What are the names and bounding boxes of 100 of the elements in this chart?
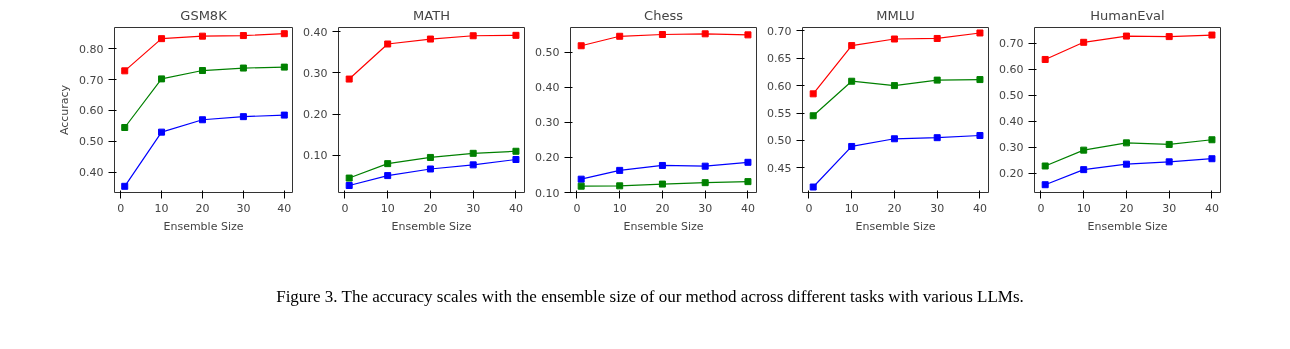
point <box>1122 160 1130 168</box>
point <box>658 180 666 188</box>
point <box>280 30 288 38</box>
point <box>239 64 247 72</box>
point <box>577 175 585 183</box>
x-axis-title: Ensemble Size <box>391 219 472 233</box>
point <box>239 32 247 40</box>
y-tick-label: 0.60 <box>767 79 792 93</box>
point <box>1208 31 1216 39</box>
point <box>158 35 166 43</box>
y-tick-label: 0.45 <box>767 161 792 175</box>
x-tick-label: 0 <box>805 201 813 215</box>
y-tick-label: 0.70 <box>79 73 104 87</box>
point <box>469 32 477 40</box>
x-tick-label: 20 <box>655 201 670 215</box>
point <box>345 75 353 83</box>
point <box>809 112 817 120</box>
point <box>848 42 856 50</box>
x-tick-label: 0 <box>1037 201 1045 215</box>
point <box>577 42 585 50</box>
y-tick-label: 0.50 <box>79 135 104 149</box>
point <box>198 32 206 40</box>
point <box>121 182 129 190</box>
caption: Figure 3. The accuracy scales with the ensemble size of our method across different tasks with various LLMs. <box>276 286 1024 308</box>
point <box>976 131 984 139</box>
point <box>744 178 752 186</box>
x-tick-label: 40 <box>508 201 523 215</box>
x-tick-label: 10 <box>612 201 627 215</box>
point <box>1080 38 1088 46</box>
y-tick-label: 0.20 <box>999 167 1024 181</box>
x-tick-label: 20 <box>195 201 210 215</box>
x-tick-label: 10 <box>844 201 859 215</box>
point <box>658 31 666 39</box>
y-tick-label: 0.50 <box>767 134 792 148</box>
x-tick-label: 30 <box>698 201 713 215</box>
point <box>1165 140 1173 148</box>
point <box>158 75 166 83</box>
chart-title: MMLU <box>876 7 915 23</box>
y-tick-label: 0.65 <box>767 52 792 66</box>
y-tick-label: 0.80 <box>79 42 104 56</box>
point <box>121 67 129 75</box>
point <box>345 174 353 182</box>
point <box>469 149 477 157</box>
point <box>1122 32 1130 40</box>
point <box>701 162 709 170</box>
point <box>933 76 941 84</box>
point <box>280 63 288 71</box>
point <box>848 142 856 150</box>
x-tick-label: 40 <box>277 201 292 215</box>
point <box>616 182 624 190</box>
point <box>701 179 709 187</box>
point <box>890 135 898 143</box>
point <box>701 30 709 38</box>
point <box>658 161 666 169</box>
y-tick-label: 0.40 <box>535 81 560 95</box>
point <box>384 40 392 48</box>
x-tick-label: 0 <box>341 201 349 215</box>
x-tick-label: 40 <box>972 201 987 215</box>
point <box>1041 162 1049 170</box>
point <box>1165 158 1173 166</box>
point <box>469 161 477 169</box>
point <box>1080 146 1088 154</box>
point <box>890 82 898 90</box>
point <box>426 35 434 43</box>
x-tick-label: 20 <box>887 201 902 215</box>
point <box>577 182 585 190</box>
y-tick-label: 0.40 <box>79 166 104 180</box>
x-tick-label: 0 <box>117 201 125 215</box>
point <box>384 160 392 168</box>
point <box>848 77 856 85</box>
x-tick-label: 40 <box>740 201 755 215</box>
x-tick-label: 30 <box>1162 201 1177 215</box>
point <box>1165 33 1173 41</box>
point <box>512 31 520 39</box>
point <box>809 90 817 98</box>
point <box>121 123 129 131</box>
point <box>933 34 941 42</box>
y-tick-label: 0.40 <box>303 25 328 39</box>
point <box>744 31 752 39</box>
y-tick-label: 0.50 <box>999 89 1024 103</box>
x-tick-label: 20 <box>1119 201 1134 215</box>
y-tick-label: 0.30 <box>303 66 328 80</box>
x-tick-label: 30 <box>236 201 251 215</box>
point <box>158 128 166 136</box>
point <box>345 181 353 189</box>
x-tick-label: 30 <box>930 201 945 215</box>
x-tick-label: 0 <box>573 201 581 215</box>
y-tick-label: 0.70 <box>767 24 792 38</box>
y-tick-label: 0.70 <box>999 37 1024 51</box>
x-axis-title: Ensemble Size <box>623 219 704 233</box>
point <box>1041 55 1049 63</box>
y-tick-label: 0.10 <box>535 186 560 200</box>
x-tick-label: 40 <box>1204 201 1219 215</box>
x-tick-label: 10 <box>380 201 395 215</box>
x-tick-label: 30 <box>466 201 481 215</box>
chart-title: MATH <box>413 7 450 23</box>
point <box>198 116 206 124</box>
y-tick-label: 0.30 <box>535 116 560 130</box>
x-axis-title: Ensemble Size <box>163 219 244 233</box>
point <box>976 29 984 37</box>
